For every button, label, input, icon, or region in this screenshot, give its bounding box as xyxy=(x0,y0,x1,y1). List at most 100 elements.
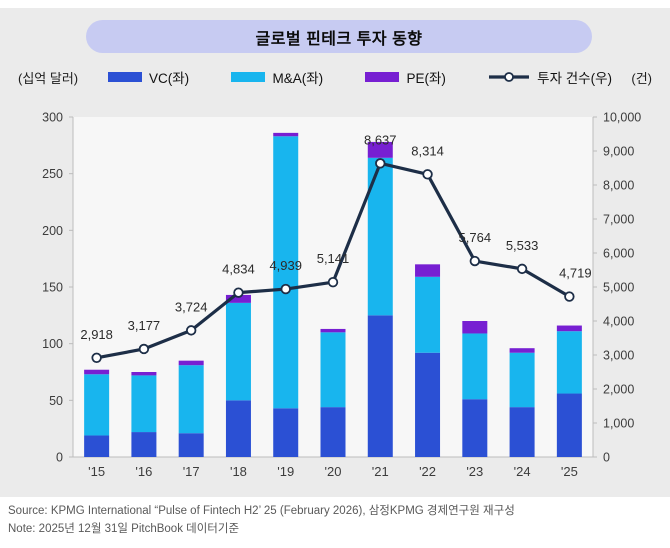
bar-segment xyxy=(131,375,157,433)
left-axis-tick-label: 0 xyxy=(56,451,63,465)
line-point-marker xyxy=(564,291,575,302)
line-data-label: 8,637 xyxy=(364,132,397,147)
line-point-marker xyxy=(138,343,150,355)
bar-segment xyxy=(84,374,110,436)
line-point-marker xyxy=(375,158,386,169)
x-axis-category-label: '22 xyxy=(419,464,436,479)
legend-item-ma: M&A(좌) xyxy=(231,67,323,87)
line-point-marker xyxy=(469,255,481,267)
line-point-marker xyxy=(233,287,244,298)
right-axis-tick-label: 10,000 xyxy=(603,111,641,125)
x-axis-category-label: '20 xyxy=(325,464,342,479)
right-axis-tick-label: 7,000 xyxy=(603,213,634,227)
right-axis-tick-label: 3,000 xyxy=(603,349,634,363)
legend-swatch-icon xyxy=(365,72,400,82)
x-axis-category-label: '21 xyxy=(372,464,389,479)
line-point-marker xyxy=(280,283,291,295)
bar-segment xyxy=(178,360,204,366)
line-data-label: 3,177 xyxy=(128,318,161,333)
line-data-label: 5,141 xyxy=(317,251,350,266)
line-point-marker xyxy=(422,169,433,180)
bar-segment xyxy=(273,408,299,457)
right-axis-tick-label: 0 xyxy=(603,451,610,465)
bar-segment xyxy=(556,393,582,457)
bar-segment xyxy=(556,325,582,332)
legend-item-label: PE(좌) xyxy=(406,71,446,86)
left-axis-tick-label: 300 xyxy=(42,111,63,125)
right-axis-tick-label: 2,000 xyxy=(603,383,634,397)
line-data-label: 4,719 xyxy=(559,266,592,281)
line-data-label: 3,724 xyxy=(175,299,208,314)
bar-segment xyxy=(509,352,535,408)
legend: VC(좌) M&A(좌) PE(좌) 투자 건수(우) xyxy=(108,64,612,90)
line-data-label: 2,918 xyxy=(80,327,113,342)
bar-segment xyxy=(462,399,488,457)
legend-item-pe: PE(좌) xyxy=(365,67,446,87)
bar-segment xyxy=(273,132,299,137)
bar-segment xyxy=(84,369,110,375)
line-point-marker xyxy=(185,325,197,336)
x-axis-category-label: '23 xyxy=(466,464,483,479)
left-axis-unit-label: (십억 달러) xyxy=(18,71,79,86)
line-point-marker xyxy=(516,263,528,275)
bar-segment xyxy=(415,264,441,277)
chart-card: 글로벌 핀테크 투자 동향 (십억 달러) VC(좌) M&A(좌) PE(좌) 투자… xyxy=(0,8,670,497)
x-axis-category-label: '19 xyxy=(277,464,294,479)
right-axis-tick-label: 4,000 xyxy=(603,315,634,329)
x-axis-category-label: '24 xyxy=(514,464,531,479)
bar-segment xyxy=(178,365,204,434)
line-point-marker xyxy=(327,277,339,288)
legend-line-marker-icon xyxy=(489,72,530,82)
chart-title: 글로벌 핀테크 투자 동향 xyxy=(255,30,423,48)
right-axis-tick-label: 1,000 xyxy=(603,417,634,431)
legend-item-label: VC(좌) xyxy=(149,71,190,86)
bar-segment xyxy=(178,433,204,457)
line-data-label: 8,314 xyxy=(411,143,444,158)
bar-segment xyxy=(225,302,251,401)
bar-segment xyxy=(367,315,393,457)
bar-segment xyxy=(84,435,110,457)
bar-segment xyxy=(225,294,251,303)
right-axis-tick-label: 8,000 xyxy=(603,179,634,193)
legend-item-label: M&A(좌) xyxy=(272,71,324,86)
footer-notes: Source: KPMG International “Pulse of Fin… xyxy=(8,502,663,539)
bar-segment xyxy=(225,400,251,457)
x-axis-category-label: '25 xyxy=(561,464,578,479)
x-axis-category-label: '15 xyxy=(88,464,105,479)
chart-plot-area: 0 50 100 150 200 250 300 0 1,000 2,000 3,000 4,000 5… xyxy=(42,111,641,480)
legend-item-vc: VC(좌) xyxy=(108,67,189,87)
x-axis-category-label: '16 xyxy=(135,464,152,479)
bar-segment xyxy=(462,321,488,334)
bar-segment xyxy=(415,352,441,457)
line-data-label: 5,533 xyxy=(506,238,539,253)
bar-segment xyxy=(462,333,488,400)
right-axis-tick-label: 5,000 xyxy=(603,281,634,295)
left-axis-tick-label: 150 xyxy=(42,281,63,295)
legend-swatch-icon xyxy=(108,72,142,82)
left-axis-tick-label: 100 xyxy=(42,337,63,351)
line-point-marker xyxy=(91,352,102,363)
data-note: Note: 2025년 12월 31일 PitchBook 데이터기준 xyxy=(8,523,240,536)
bar-segment xyxy=(273,136,299,409)
bar-segment xyxy=(415,276,441,353)
right-axis-unit-label: (건) xyxy=(631,71,652,86)
bar-segment xyxy=(509,407,535,457)
bar-segment xyxy=(131,372,157,376)
left-axis-tick-label: 50 xyxy=(49,394,63,408)
bar-segment xyxy=(509,348,535,353)
x-axis-category-label: '18 xyxy=(230,464,247,479)
line-data-label: 4,939 xyxy=(269,258,302,273)
line-data-label: 4,834 xyxy=(222,262,255,277)
bar-segment xyxy=(367,141,393,158)
source-note: Source: KPMG International “Pulse of Fin… xyxy=(8,505,515,517)
line-data-label: 5,764 xyxy=(459,230,492,245)
bar-segment xyxy=(320,407,346,457)
right-axis-tick-label: 6,000 xyxy=(603,247,634,261)
bar-segment xyxy=(556,331,582,394)
legend-item-line: 투자 건수(우) xyxy=(488,67,612,87)
legend-item-label: 투자 건수(우) xyxy=(537,71,612,86)
legend-swatch-icon xyxy=(231,72,266,82)
bar-segment xyxy=(131,432,157,457)
legend-row: (십억 달러) VC(좌) M&A(좌) PE(좌) 투자 건수(우) (건) xyxy=(0,64,670,90)
bar-segment xyxy=(320,332,346,408)
